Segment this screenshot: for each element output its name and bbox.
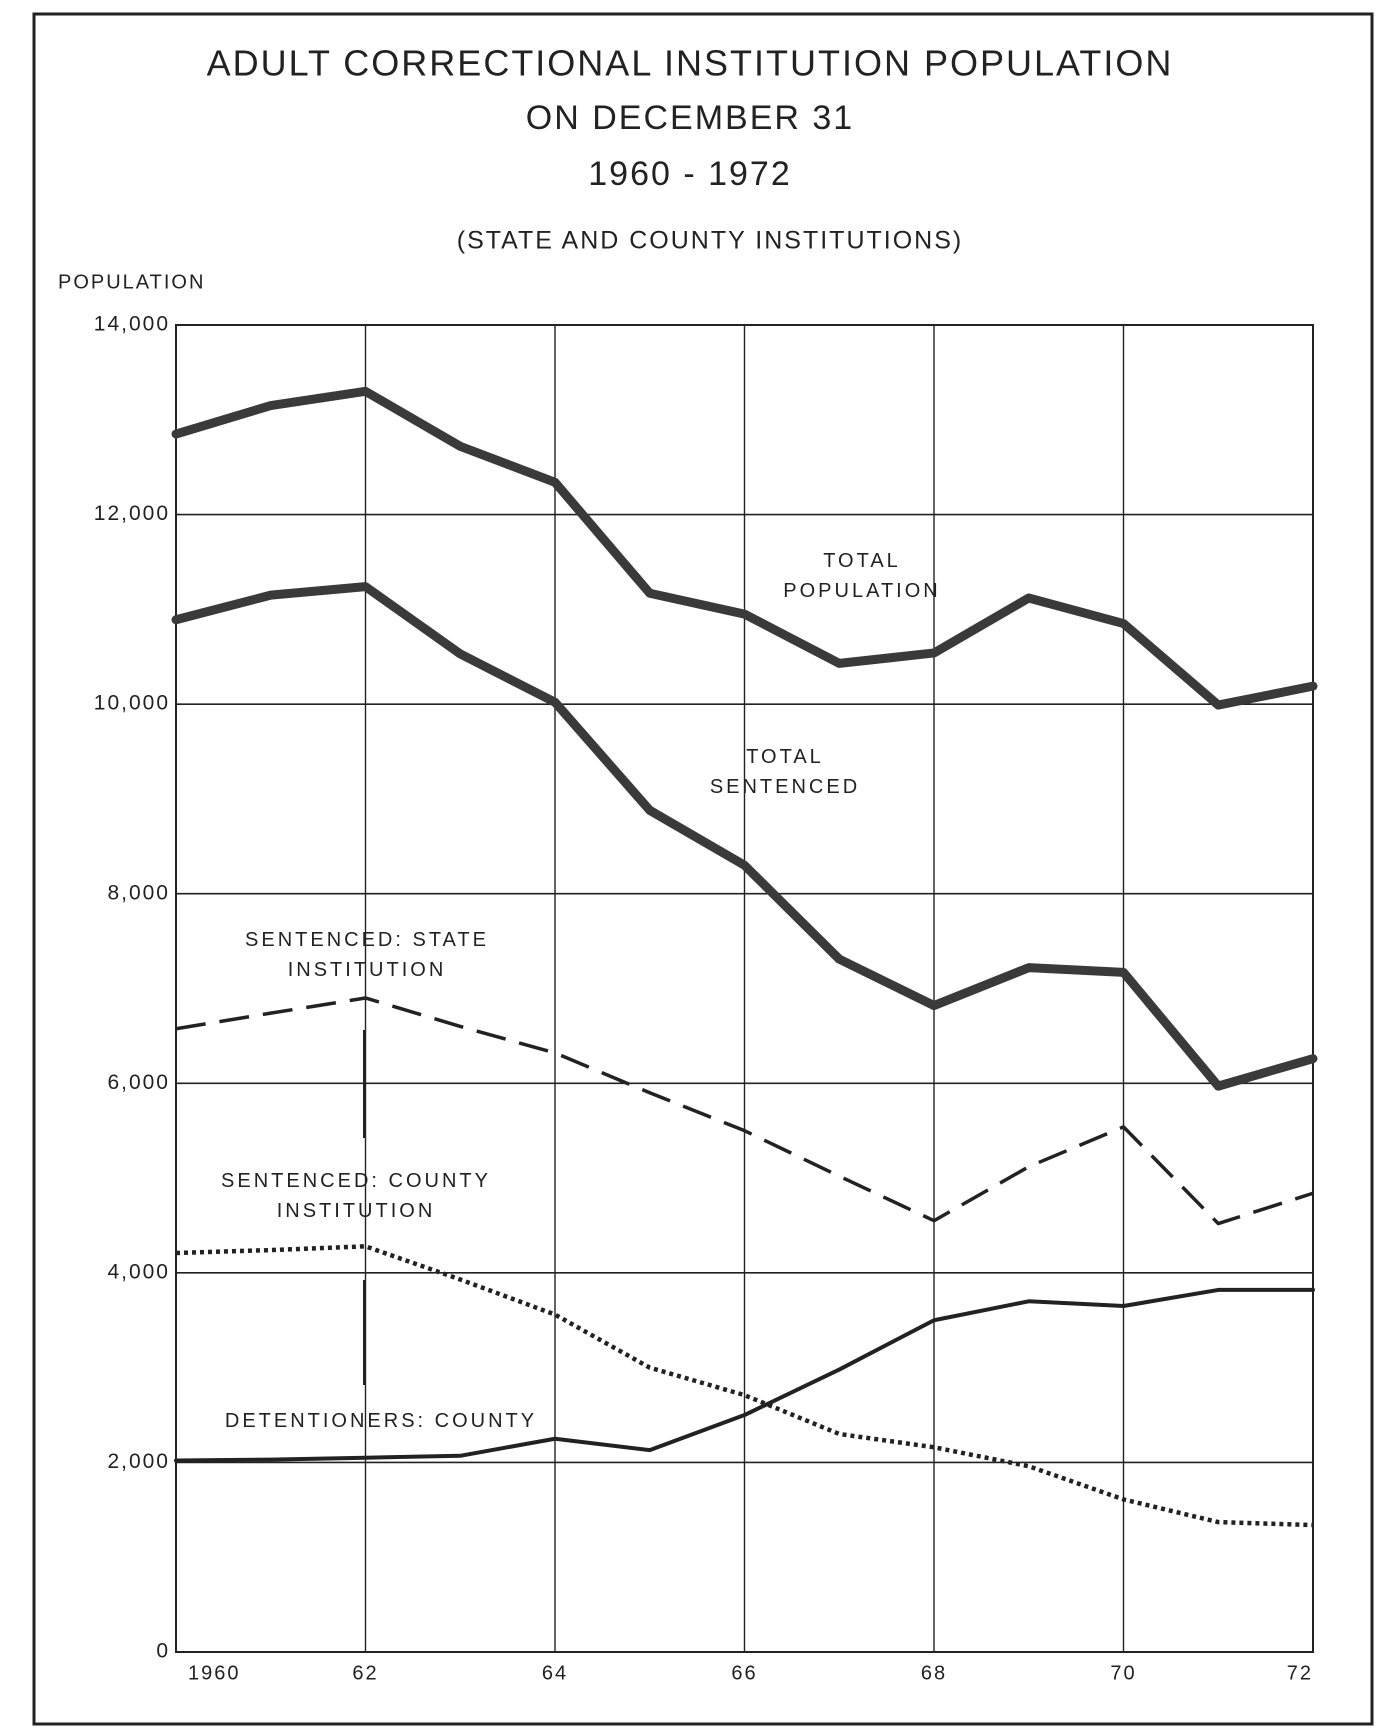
series-line: [175, 996, 1314, 1226]
x-tick-label: 64: [542, 1662, 568, 1684]
y-tick-label: 6,000: [107, 1071, 170, 1094]
series-line: [175, 1244, 1314, 1528]
chart-subtitle: (STATE AND COUNTY INSTITUTIONS): [457, 227, 963, 255]
y-tick-label: 0: [156, 1640, 170, 1663]
y-axis-label: POPULATION: [58, 271, 205, 293]
y-tick-label: 4,000: [107, 1260, 170, 1283]
series-label: TOTAL POPULATION: [783, 550, 941, 602]
x-tick-label: 68: [921, 1662, 947, 1684]
x-tick-label: 66: [731, 1662, 757, 1684]
x-tick-label: 72: [1287, 1662, 1313, 1684]
x-tick-label: 70: [1110, 1662, 1136, 1684]
series-label: DETENTIONERS: COUNTY: [224, 1410, 538, 1432]
x-tick-label: 62: [352, 1662, 378, 1684]
y-tick-label: 2,000: [107, 1450, 170, 1473]
series-label: SENTENCED: STATE INSTITUTION: [245, 929, 489, 981]
series-label: SENTENCED: COUNTY INSTITUTION: [221, 1170, 491, 1222]
x-tick-label: 1960: [188, 1662, 241, 1684]
chart-title: ON DECEMBER 31: [526, 99, 854, 137]
y-tick-label: 14,000: [94, 313, 170, 336]
chart-title: 1960 - 1972: [588, 155, 792, 193]
y-tick-label: 10,000: [94, 692, 170, 715]
series-line: [174, 1287, 1315, 1463]
y-tick-label: 12,000: [94, 502, 170, 525]
series-label: TOTAL SENTENCED: [709, 746, 861, 798]
series-line: [171, 386, 1318, 710]
chart-title: ADULT CORRECTIONAL INSTITUTION POPULATIO…: [207, 43, 1174, 84]
frame: [32, 12, 1374, 1726]
y-tick-label: 8,000: [107, 881, 170, 904]
series-line: [171, 582, 1318, 1091]
